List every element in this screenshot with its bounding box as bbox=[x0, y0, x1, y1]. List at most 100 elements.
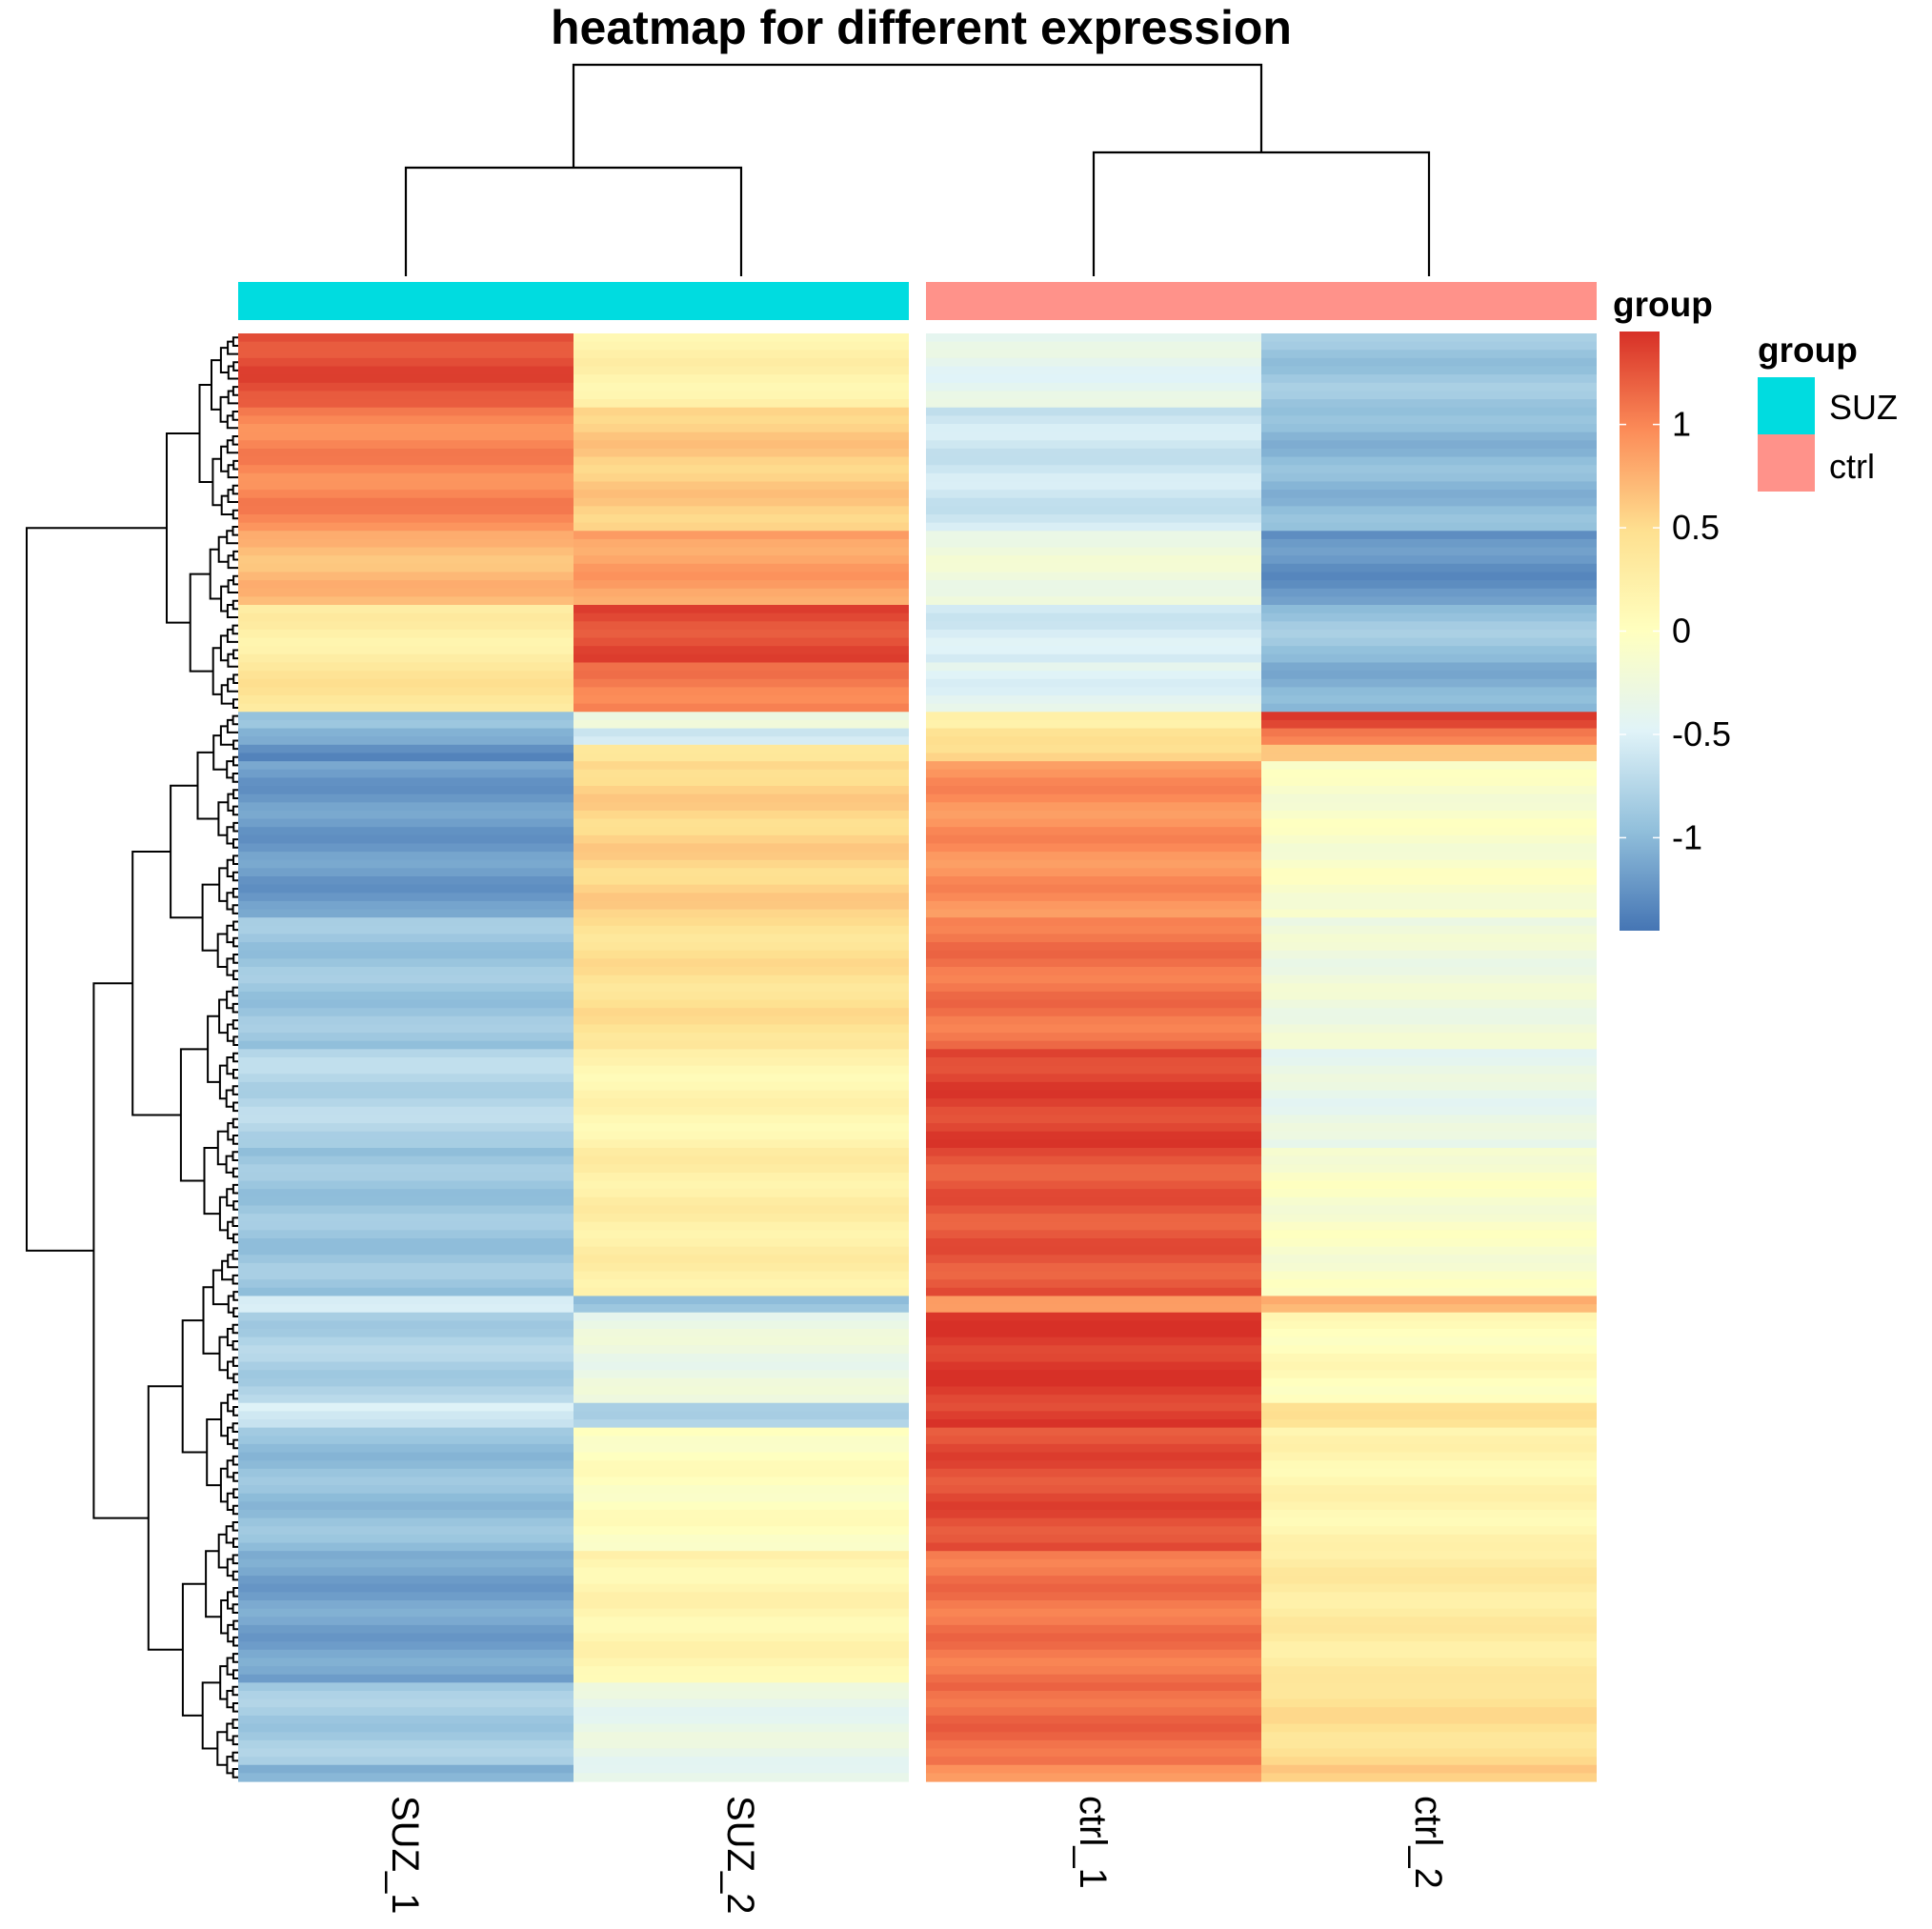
heatmap-cell bbox=[238, 1345, 574, 1355]
heatmap-cell bbox=[1261, 1501, 1597, 1511]
heatmap-cell bbox=[926, 646, 1261, 655]
heatmap-cell bbox=[238, 514, 574, 524]
heatmap-cell bbox=[1261, 1262, 1597, 1273]
dendrogram-branch bbox=[231, 1135, 238, 1145]
heatmap-cell bbox=[574, 868, 909, 877]
heatmap-cell bbox=[238, 917, 574, 927]
heatmap-cell bbox=[1261, 1172, 1597, 1182]
heatmap-cell bbox=[1261, 983, 1597, 993]
heatmap-cell bbox=[926, 1015, 1261, 1026]
heatmap-cell bbox=[1261, 1329, 1597, 1338]
heatmap-cell bbox=[238, 1485, 574, 1495]
dendrogram-branch bbox=[231, 1274, 238, 1285]
heatmap-cell bbox=[574, 1576, 909, 1585]
heatmap-cell bbox=[238, 1353, 574, 1363]
heatmap-cell bbox=[1261, 1411, 1597, 1420]
heatmap-cell bbox=[1261, 909, 1597, 918]
heatmap-cell bbox=[1261, 1707, 1597, 1717]
heatmap-cell bbox=[1261, 333, 1597, 343]
heatmap-cell bbox=[238, 991, 574, 1001]
column-label: SUZ_2 bbox=[719, 1796, 761, 1915]
dendrogram-branch bbox=[226, 858, 234, 877]
heatmap-cell bbox=[574, 637, 909, 647]
heatmap-cell bbox=[1261, 1131, 1597, 1140]
heatmap-cell bbox=[926, 1312, 1261, 1321]
heatmap-cell bbox=[1261, 1666, 1597, 1676]
heatmap-cell bbox=[926, 596, 1261, 606]
heatmap-cell bbox=[1261, 728, 1597, 737]
heatmap-cell bbox=[1261, 1255, 1597, 1264]
heatmap-cell bbox=[238, 975, 574, 984]
heatmap-cell bbox=[926, 432, 1261, 441]
heatmap-cell bbox=[574, 555, 909, 565]
dendrogram-branch bbox=[231, 1117, 238, 1129]
heatmap-cell bbox=[1261, 1353, 1597, 1363]
heatmap-cell bbox=[926, 1164, 1261, 1174]
heatmap-cell bbox=[1261, 719, 1597, 730]
heatmap-cell bbox=[574, 852, 909, 861]
dendrogram-branch bbox=[232, 1291, 238, 1301]
heatmap-cell bbox=[926, 1715, 1261, 1725]
heatmap-cell bbox=[238, 1287, 574, 1297]
heatmap-cell bbox=[1261, 1551, 1597, 1560]
heatmap-cell bbox=[574, 1592, 909, 1601]
heatmap-cell bbox=[574, 382, 909, 392]
heatmap-cell bbox=[238, 1600, 574, 1610]
heatmap-cell bbox=[1261, 1312, 1597, 1321]
heatmap-cell bbox=[1261, 868, 1597, 877]
heatmap-cell bbox=[926, 1148, 1261, 1157]
heatmap-cell bbox=[1261, 1090, 1597, 1099]
heatmap-cell bbox=[574, 859, 909, 869]
dendrogram-branch bbox=[231, 484, 238, 495]
heatmap-cell bbox=[926, 744, 1261, 754]
heatmap-cell bbox=[238, 1411, 574, 1420]
heatmap-cell bbox=[1261, 596, 1597, 606]
heatmap-cell bbox=[238, 1477, 574, 1486]
heatmap-cell bbox=[238, 1649, 574, 1659]
heatmap-cell bbox=[926, 818, 1261, 828]
heatmap-cell bbox=[238, 859, 574, 869]
heatmap-cell bbox=[574, 1065, 909, 1075]
heatmap-cell bbox=[926, 942, 1261, 952]
heatmap-cell bbox=[238, 432, 574, 441]
heatmap-cell bbox=[1261, 1427, 1597, 1437]
dendrogram-branch bbox=[231, 1167, 238, 1178]
heatmap-cell bbox=[238, 1033, 574, 1042]
dendrogram-branch bbox=[218, 1064, 228, 1100]
dendrogram-branch bbox=[232, 459, 238, 471]
heatmap-cell bbox=[574, 1320, 909, 1330]
heatmap-cell bbox=[926, 1576, 1261, 1585]
heatmap-cell bbox=[574, 1485, 909, 1495]
heatmap-cell bbox=[574, 1436, 909, 1445]
dendrogram-branch bbox=[232, 755, 238, 767]
heatmap-cell bbox=[1261, 1608, 1597, 1618]
dendrogram-branch bbox=[226, 439, 238, 454]
heatmap-cell bbox=[574, 1172, 909, 1182]
heatmap-cell bbox=[926, 1115, 1261, 1124]
heatmap-cell bbox=[238, 1238, 574, 1248]
heatmap-cell bbox=[238, 1641, 574, 1651]
heatmap-cell bbox=[574, 1739, 909, 1750]
heatmap-cell bbox=[574, 1098, 909, 1108]
heatmap-cell bbox=[926, 687, 1261, 696]
heatmap-cell bbox=[238, 900, 574, 911]
heatmap-cell bbox=[926, 1624, 1261, 1635]
heatmap-cell bbox=[926, 1691, 1261, 1700]
heatmap-cell bbox=[1261, 391, 1597, 400]
heatmap-cell bbox=[574, 497, 909, 507]
heatmap-cell bbox=[1261, 843, 1597, 853]
heatmap-cell bbox=[574, 506, 909, 515]
heatmap-cell bbox=[926, 695, 1261, 705]
legend-swatch-suz bbox=[1758, 377, 1815, 434]
heatmap-cell bbox=[574, 1024, 909, 1034]
heatmap-cell bbox=[926, 1040, 1261, 1050]
heatmap-cell bbox=[1261, 777, 1597, 787]
dendrogram-branch bbox=[211, 1269, 229, 1306]
dendrogram-branch bbox=[226, 760, 233, 779]
heatmap-cell bbox=[574, 967, 909, 976]
dendrogram-branch bbox=[226, 414, 238, 430]
heatmap-cell bbox=[238, 1436, 574, 1445]
heatmap-cell bbox=[574, 1312, 909, 1321]
heatmap-cell bbox=[238, 1501, 574, 1511]
heatmap-cell bbox=[926, 1723, 1261, 1733]
